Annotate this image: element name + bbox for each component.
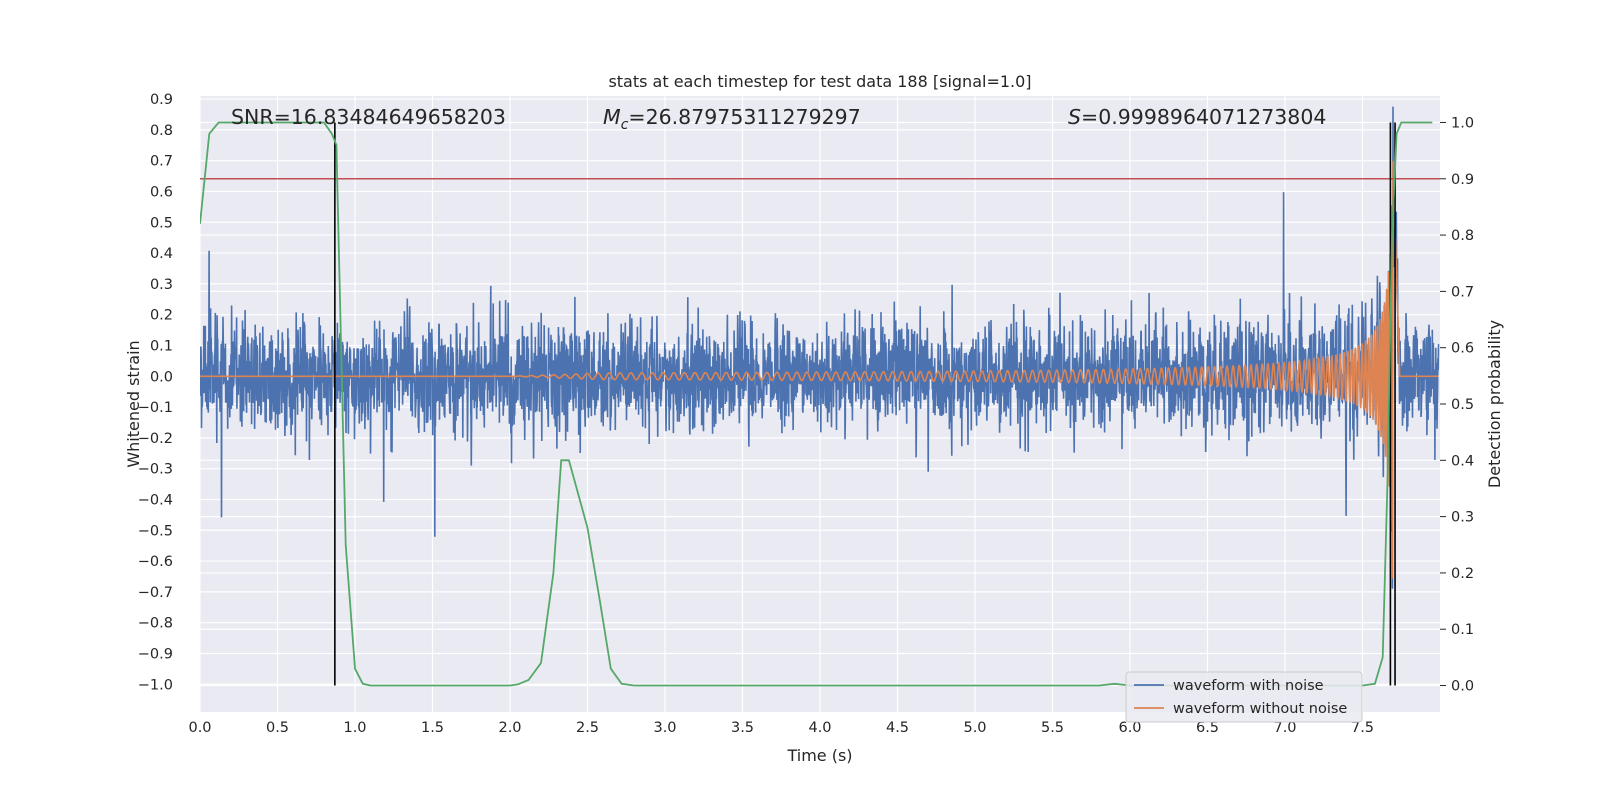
y-tick-label: −0.4: [138, 492, 173, 508]
chirp-mass-value: =26.87975311279297: [628, 105, 860, 129]
x-tick-label: 6.5: [1196, 720, 1219, 736]
x-tick-label: 2.0: [498, 720, 521, 736]
x-tick-label: 3.0: [653, 720, 676, 736]
legend: waveform with noise waveform without noi…: [1125, 671, 1363, 723]
y2-tick-label: 0.5: [1451, 397, 1474, 413]
y-tick-label: −0.5: [138, 523, 173, 539]
x-tick-label: 4.0: [808, 720, 831, 736]
y-tick-label: −1.0: [138, 677, 173, 693]
y-tick-label: 0.7: [150, 154, 173, 170]
chirp-mass-symbol: M: [603, 105, 621, 129]
x-tick-label: 1.5: [421, 720, 444, 736]
y-tick-label: 0.4: [150, 246, 173, 262]
data-layer: [200, 106, 1440, 687]
y-tick-label: 0.2: [150, 308, 173, 324]
x-tick-label: 0.0: [188, 720, 211, 736]
series-detection-probability: [200, 121, 1433, 687]
x-tick-label: 6.0: [1118, 720, 1141, 736]
y-tick-label: −0.1: [138, 400, 173, 416]
y-tick-label: 0.5: [150, 215, 173, 231]
y-tick-label: −0.3: [138, 462, 173, 478]
score-annotation: S=0.9998964071273804: [1068, 105, 1326, 129]
y2-tick-label: 0.6: [1451, 341, 1474, 357]
y-tick-label: 0.1: [150, 338, 173, 354]
y-axis-label: Whitened strain: [124, 340, 143, 467]
y-tick-label: 0.9: [150, 92, 173, 108]
y-tick-label: −0.8: [138, 616, 173, 632]
y-tick-label: −0.7: [138, 585, 173, 601]
y-tick-label: 0.3: [150, 277, 173, 293]
y2-tick-label: 0.7: [1451, 284, 1474, 300]
x-tick-label: 7.5: [1351, 720, 1374, 736]
y2-tick-label: 0.8: [1451, 228, 1474, 244]
chart-title: stats at each timestep for test data 188…: [608, 72, 1031, 91]
x-tick-label: 1.0: [343, 720, 366, 736]
y2-tick-label: 0.3: [1451, 510, 1474, 526]
y-tick-label: 0.8: [150, 123, 173, 139]
y2-axis-label: Detection probability: [1485, 320, 1504, 488]
chirp-mass-annotation: Mc=26.87975311279297: [603, 105, 861, 133]
legend-label-clean: waveform without noise: [1173, 701, 1347, 717]
legend-box: [1125, 671, 1363, 723]
x-tick-label: 4.5: [886, 720, 909, 736]
y-tick-label: −0.6: [138, 554, 173, 570]
y-tick-label: 0.6: [150, 184, 173, 200]
y-tick-label: −0.2: [138, 431, 173, 447]
axes: 0.0 0.5 1.0 1.5 2.0 2.5 3.0 3.5 4.0 4.5 5.0 5.5 6.0 6…: [138, 92, 1474, 736]
score-value: =0.9998964071273804: [1081, 105, 1326, 129]
y2-tick-label: 0.2: [1451, 566, 1474, 582]
y-tick-label: −0.9: [138, 646, 173, 662]
x-tick-label: 5.5: [1041, 720, 1064, 736]
x-tick-label: 7.0: [1273, 720, 1296, 736]
x-tick-label: 3.5: [731, 720, 754, 736]
x-tick-label: 5.0: [963, 720, 986, 736]
x-tick-label: 0.5: [266, 720, 289, 736]
legend-label-noise: waveform with noise: [1173, 678, 1324, 694]
score-symbol: S: [1068, 105, 1081, 129]
y2-tick-label: 0.0: [1451, 679, 1474, 695]
series-waveform-without-noise: [200, 160, 1439, 579]
y2-tick-label: 0.4: [1451, 453, 1474, 469]
y-tick-label: 0.0: [150, 369, 173, 385]
chirp-mass-subscript: c: [621, 117, 629, 133]
snr-annotation: SNR=16.83484649658203: [231, 105, 506, 129]
y2-tick-label: 1.0: [1451, 115, 1474, 131]
y2-tick-label: 0.1: [1451, 622, 1474, 638]
y2-tick-label: 0.9: [1451, 172, 1474, 188]
x-tick-label: 2.5: [576, 720, 599, 736]
x-axis-label: Time (s): [786, 746, 852, 765]
